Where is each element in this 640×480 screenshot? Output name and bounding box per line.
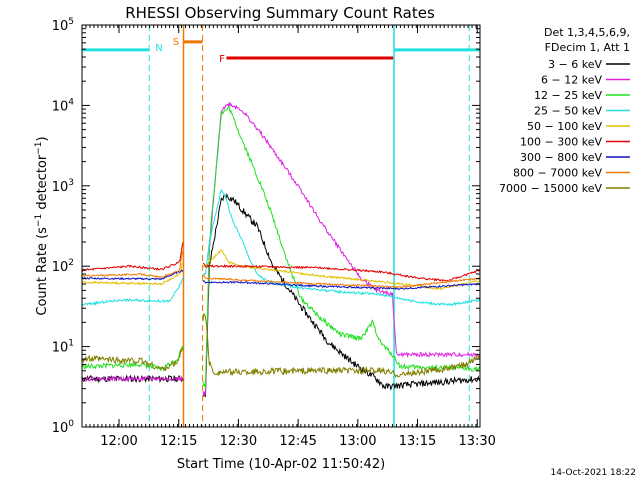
x-tick-label-3: 12:45: [279, 434, 316, 449]
series-line-2: [82, 105, 480, 389]
y-tick-label-1: 101: [52, 339, 74, 356]
x-tick-label-4: 13:00: [339, 434, 376, 449]
y-tick-label-2: 102: [52, 258, 74, 275]
flag-marker-n: N: [155, 43, 162, 54]
series-line-3: [82, 188, 480, 307]
legend-label-4: 50 − 100 keV: [527, 120, 602, 133]
y-tick-label-5: 105: [52, 17, 74, 34]
x-tick-label-0: 12:00: [100, 434, 137, 449]
x-tick-label-5: 13:15: [399, 434, 436, 449]
y-tick-label-0: 100: [52, 419, 75, 436]
y-tick-label-4: 104: [52, 97, 75, 114]
chart-title: RHESSI Observing Summary Count Rates: [125, 4, 435, 22]
series-line-1: [82, 102, 480, 398]
y-axis-label: Count Rate (s−1 detector−1): [34, 136, 50, 315]
x-tick-label-1: 12:15: [160, 434, 197, 449]
legend-label-3: 25 − 50 keV: [534, 105, 602, 118]
legend-header-1: FDecim 1, Att 1: [545, 41, 630, 54]
flag-marker-f: F: [219, 54, 225, 65]
legend-label-1: 6 − 12 keV: [541, 74, 602, 87]
legend-label-2: 12 − 25 keV: [534, 89, 602, 102]
x-tick-label-2: 12:30: [220, 434, 257, 449]
y-tick-label-3: 103: [52, 178, 74, 195]
footer-timestamp: 14-Oct-2021 18:22: [551, 468, 636, 478]
legend-label-7: 800 − 7000 keV: [513, 167, 602, 180]
series-layer: [82, 102, 480, 398]
series-line-5: [82, 242, 480, 283]
legend-label-5: 100 − 300 keV: [520, 136, 602, 149]
flag-marker-s: S: [173, 37, 179, 48]
legend: Det 1,3,4,5,6,9, FDecim 1, Att 1 3 − 6 keV…: [499, 26, 630, 195]
legend-header-0: Det 1,3,4,5,6,9,: [544, 26, 630, 39]
x-tick-label-6: 13:30: [458, 434, 495, 449]
series-line-8: [82, 313, 480, 379]
svg-text:Count Rate (s−1 detector−1): Count Rate (s−1 detector−1): [34, 136, 50, 315]
x-axis-label: Start Time (10-Apr-02 11:50:42): [177, 457, 385, 472]
legend-label-0: 3 − 6 keV: [548, 58, 602, 71]
legend-label-6: 300 − 800 keV: [520, 151, 602, 164]
legend-label-8: 7000 − 15000 keV: [499, 182, 602, 195]
series-line-6: [82, 269, 480, 290]
axis-ticks: 100 101 102 103 104 105 12:00 12:15 12:30 12:45 13…: [52, 17, 496, 449]
series-line-7: [82, 250, 480, 289]
